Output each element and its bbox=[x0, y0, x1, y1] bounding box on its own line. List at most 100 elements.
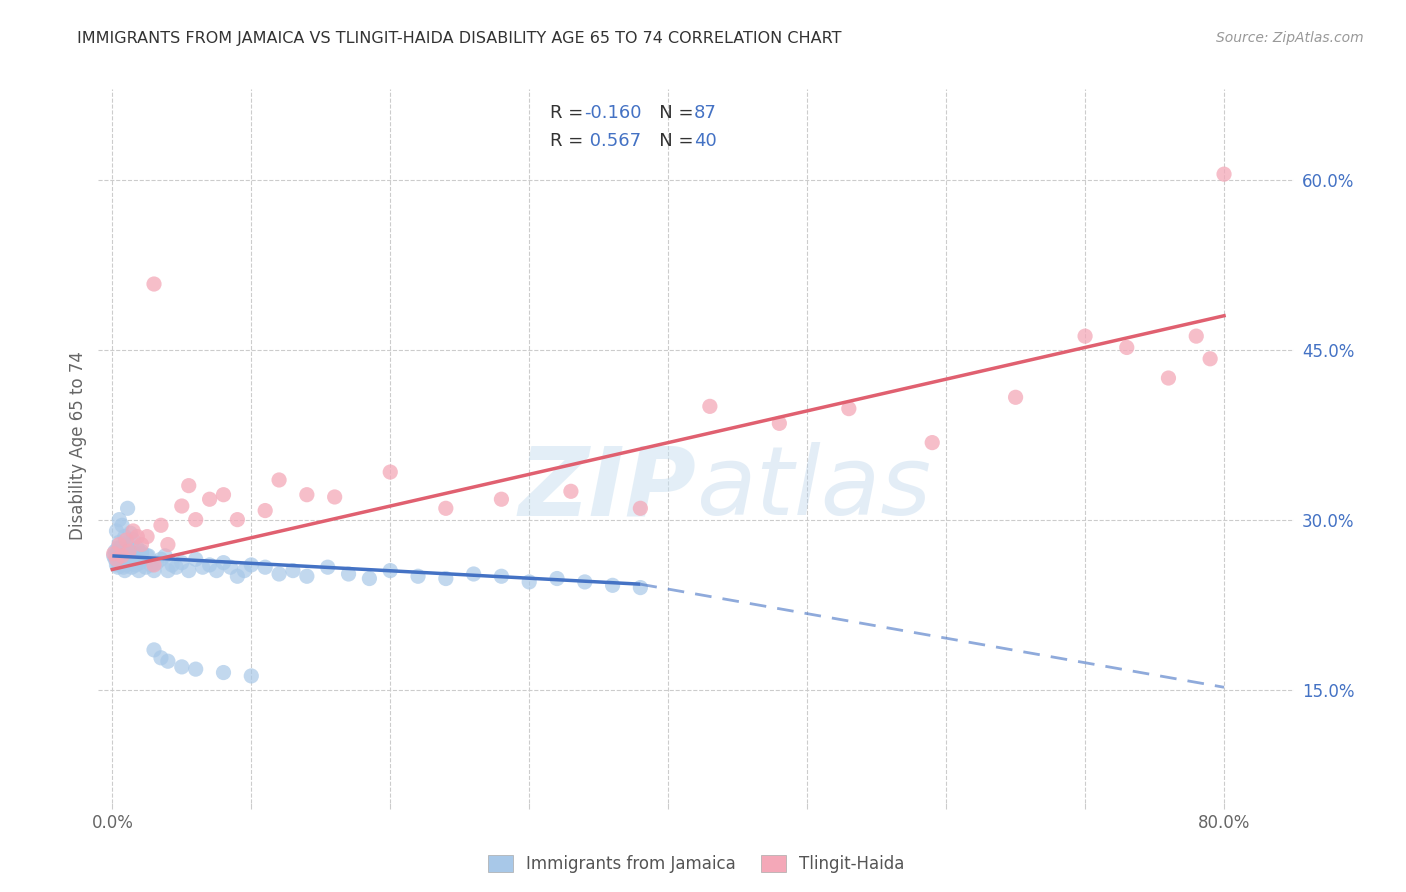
Point bbox=[628, 501, 651, 516]
Point bbox=[108, 537, 131, 551]
Point bbox=[184, 662, 207, 676]
Point bbox=[107, 541, 129, 555]
Point bbox=[838, 401, 860, 416]
Point bbox=[127, 549, 149, 563]
Point bbox=[165, 560, 187, 574]
Point bbox=[219, 560, 242, 574]
Point bbox=[128, 564, 150, 578]
Text: 0.567: 0.567 bbox=[583, 132, 641, 150]
Point bbox=[122, 552, 145, 566]
Point bbox=[254, 560, 277, 574]
Text: N =: N = bbox=[643, 132, 699, 150]
Point bbox=[122, 533, 145, 547]
Point bbox=[1185, 329, 1208, 343]
Point bbox=[267, 473, 290, 487]
Point bbox=[170, 499, 193, 513]
Point bbox=[434, 501, 457, 516]
Point bbox=[170, 556, 193, 570]
Point bbox=[240, 558, 263, 572]
Point bbox=[198, 492, 221, 507]
Point bbox=[104, 544, 127, 558]
Point bbox=[118, 544, 141, 558]
Text: ZIP: ZIP bbox=[517, 442, 696, 535]
Point bbox=[104, 552, 127, 566]
Point bbox=[1157, 371, 1180, 385]
Point bbox=[323, 490, 346, 504]
Point bbox=[337, 566, 360, 581]
Point bbox=[110, 541, 132, 555]
Point bbox=[125, 558, 148, 572]
Point bbox=[574, 574, 596, 589]
Point bbox=[281, 564, 304, 578]
Point bbox=[1213, 167, 1236, 181]
Point bbox=[1004, 390, 1026, 404]
Point bbox=[406, 569, 429, 583]
Point bbox=[226, 513, 249, 527]
Point bbox=[120, 526, 142, 541]
Point bbox=[184, 513, 207, 527]
Point bbox=[105, 552, 128, 566]
Point bbox=[198, 558, 221, 572]
Text: N =: N = bbox=[643, 103, 699, 121]
Point bbox=[149, 518, 172, 533]
Point bbox=[108, 549, 131, 563]
Point bbox=[124, 547, 146, 561]
Point bbox=[149, 650, 172, 665]
Point bbox=[699, 400, 721, 414]
Point bbox=[141, 558, 163, 572]
Point bbox=[117, 501, 139, 516]
Point bbox=[112, 552, 135, 566]
Point bbox=[138, 549, 160, 563]
Point bbox=[156, 537, 179, 551]
Point bbox=[212, 556, 235, 570]
Point bbox=[233, 564, 256, 578]
Point bbox=[434, 572, 457, 586]
Point bbox=[153, 549, 176, 563]
Text: IMMIGRANTS FROM JAMAICA VS TLINGIT-HAIDA DISABILITY AGE 65 TO 74 CORRELATION CHA: IMMIGRANTS FROM JAMAICA VS TLINGIT-HAIDA… bbox=[77, 31, 842, 46]
Point bbox=[143, 558, 166, 572]
Point bbox=[114, 530, 136, 544]
Point bbox=[127, 530, 149, 544]
Text: R =: R = bbox=[550, 103, 589, 121]
Point bbox=[120, 556, 142, 570]
Point bbox=[316, 560, 339, 574]
Point bbox=[115, 558, 138, 572]
Point bbox=[212, 488, 235, 502]
Point bbox=[156, 564, 179, 578]
Point bbox=[115, 533, 138, 547]
Point bbox=[295, 488, 318, 502]
Point bbox=[115, 549, 138, 563]
Point bbox=[463, 566, 485, 581]
Point bbox=[1199, 351, 1222, 366]
Point bbox=[560, 484, 582, 499]
Text: R =: R = bbox=[550, 132, 589, 150]
Point bbox=[117, 541, 139, 555]
Point bbox=[160, 558, 183, 572]
Point bbox=[295, 569, 318, 583]
Point bbox=[131, 544, 153, 558]
Point bbox=[1115, 341, 1137, 355]
Text: 87: 87 bbox=[693, 103, 717, 121]
Point bbox=[135, 560, 157, 574]
Point bbox=[136, 530, 159, 544]
Point bbox=[117, 552, 139, 566]
Point bbox=[105, 558, 128, 572]
Point bbox=[127, 541, 149, 555]
Point bbox=[1074, 329, 1097, 343]
Point bbox=[628, 581, 651, 595]
Point bbox=[132, 552, 155, 566]
Point bbox=[240, 669, 263, 683]
Point bbox=[491, 569, 513, 583]
Y-axis label: Disability Age 65 to 74: Disability Age 65 to 74 bbox=[69, 351, 87, 541]
Point bbox=[359, 572, 381, 586]
Point bbox=[111, 518, 134, 533]
Point bbox=[114, 544, 136, 558]
Point bbox=[110, 552, 132, 566]
Point bbox=[111, 549, 134, 563]
Point bbox=[111, 558, 134, 572]
Point bbox=[146, 556, 169, 570]
Point bbox=[267, 566, 290, 581]
Point bbox=[121, 560, 143, 574]
Point bbox=[105, 547, 128, 561]
Point bbox=[108, 513, 131, 527]
